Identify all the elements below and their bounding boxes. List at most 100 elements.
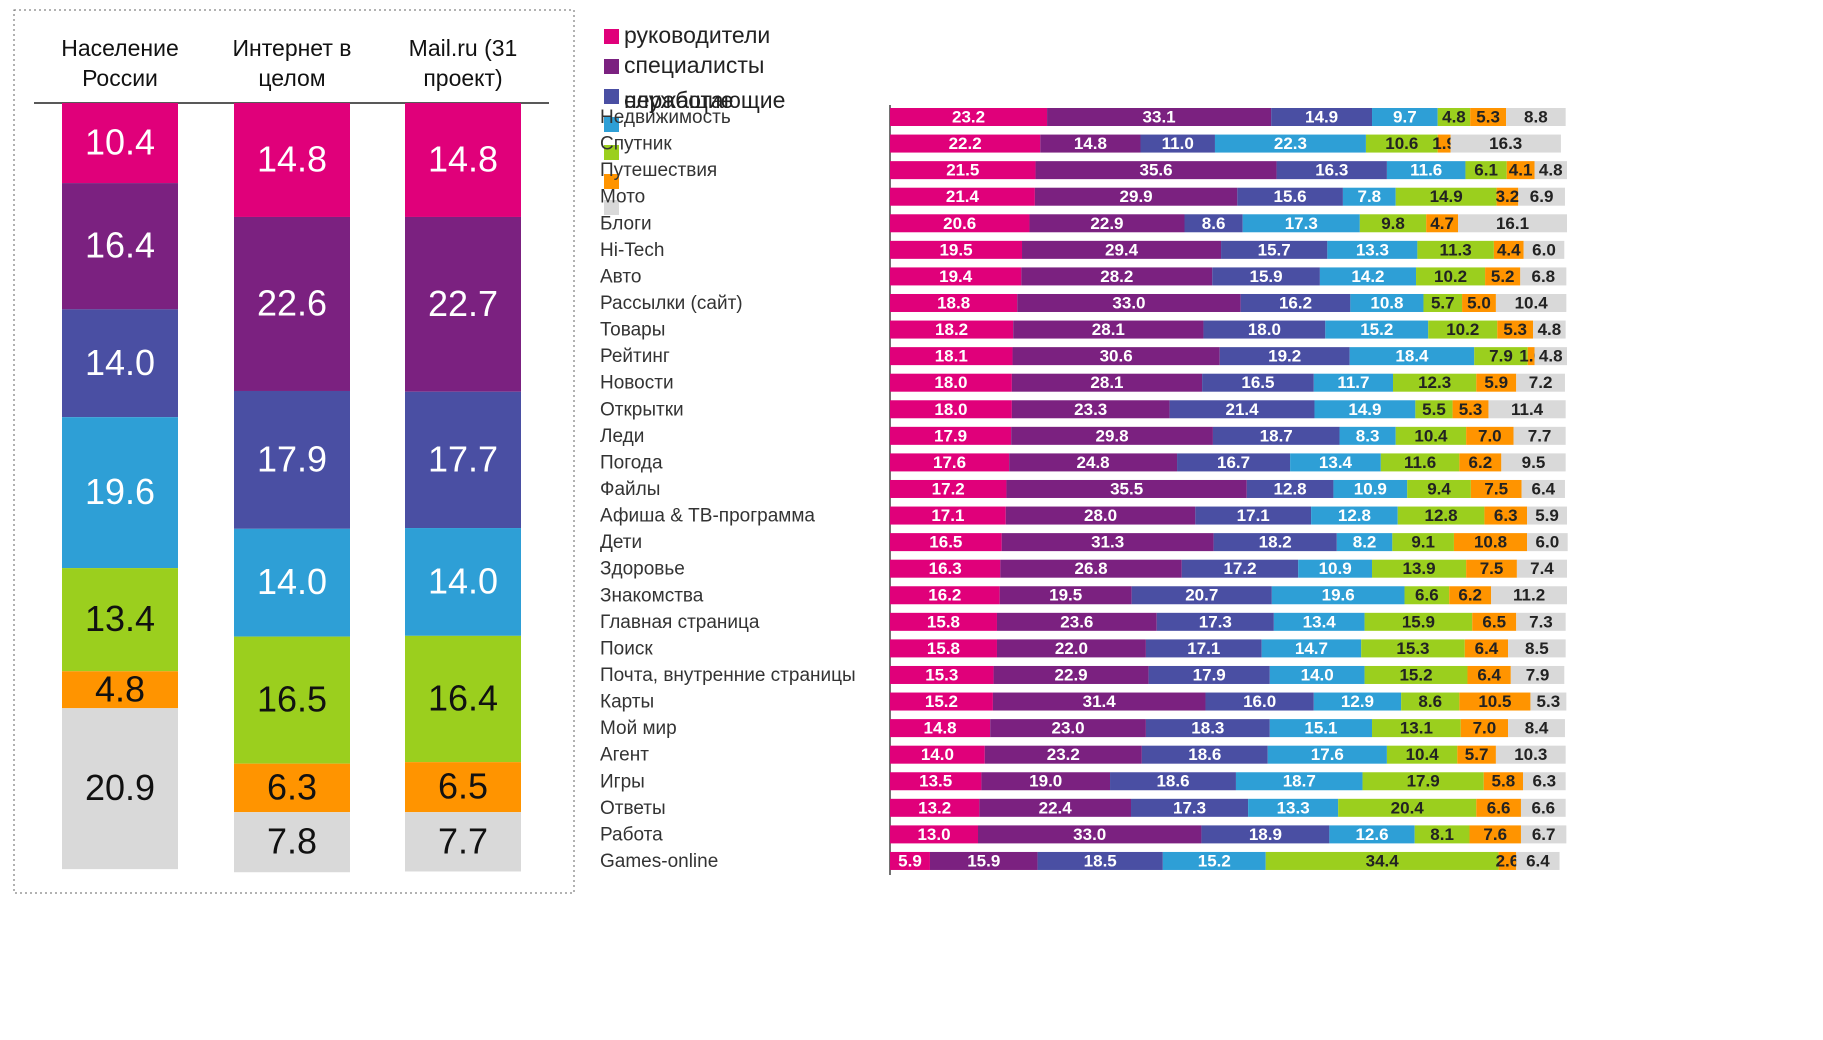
segment <box>1496 187 1519 206</box>
row-label: Файлы <box>600 479 660 500</box>
segment <box>1467 665 1511 684</box>
segment <box>993 665 1149 684</box>
value-label: 18.3 <box>1191 719 1224 738</box>
value-label: 15.2 <box>1360 320 1393 339</box>
value-label: 18.5 <box>1084 851 1117 870</box>
value-label: 15.2 <box>1399 665 1432 684</box>
value-label: 8.8 <box>1524 107 1548 126</box>
segment <box>1466 559 1517 578</box>
row-label: Ответы <box>600 798 666 819</box>
segment <box>1349 347 1475 366</box>
segment <box>1311 506 1398 525</box>
value-label: 26.8 <box>1075 559 1108 578</box>
segment <box>1498 851 1517 870</box>
value-label: 16.2 <box>928 586 961 605</box>
segment <box>990 719 1146 738</box>
segment <box>1201 825 1330 844</box>
value-label: 5.5 <box>1422 400 1446 419</box>
segment <box>1491 586 1567 605</box>
value-label: 18.9 <box>1249 825 1282 844</box>
segment <box>405 635 521 763</box>
value-label: 6.0 <box>1532 240 1556 259</box>
segment <box>1047 108 1272 126</box>
legend-label: руководители <box>624 22 770 48</box>
segment <box>1520 798 1566 817</box>
value-label: 14.8 <box>428 138 498 179</box>
value-label: 35.6 <box>1140 161 1173 180</box>
segment <box>1219 347 1350 366</box>
segment <box>1237 187 1343 206</box>
segment <box>890 692 993 711</box>
segment <box>1407 479 1471 498</box>
segment <box>1393 373 1477 392</box>
value-label: 10.9 <box>1319 559 1352 578</box>
segment <box>1495 293 1567 312</box>
segment <box>1449 586 1492 605</box>
segment <box>1169 400 1315 419</box>
segment <box>1518 187 1565 206</box>
segment <box>1527 506 1567 525</box>
value-label: 10.2 <box>1446 320 1479 339</box>
value-label: 17.3 <box>1173 798 1206 817</box>
value-label: 10.4 <box>1515 293 1549 312</box>
segment <box>1513 426 1566 445</box>
value-label: 6.4 <box>1526 851 1550 870</box>
value-label: 29.9 <box>1120 187 1153 206</box>
segment <box>1527 533 1568 552</box>
segment <box>1212 426 1340 445</box>
value-label: 18.4 <box>1395 347 1429 366</box>
value-label: 16.5 <box>929 533 962 552</box>
value-label: 10.9 <box>1354 479 1387 498</box>
value-label: 16.5 <box>1241 373 1274 392</box>
segment <box>1462 293 1496 312</box>
value-label: 22.4 <box>1039 798 1073 817</box>
value-label: 16.1 <box>1496 214 1529 233</box>
value-label: 11.2 <box>1513 586 1545 605</box>
segment <box>1380 453 1460 472</box>
segment <box>1022 240 1222 259</box>
row-label: Главная страница <box>600 612 760 633</box>
segment <box>62 708 178 870</box>
value-label: 21.4 <box>1225 400 1259 419</box>
value-label: 17.9 <box>1407 772 1440 791</box>
value-label: 29.8 <box>1096 426 1129 445</box>
value-label: 4.8 <box>1538 320 1562 339</box>
segment <box>1181 559 1299 578</box>
segment <box>1453 533 1528 552</box>
value-label: 13.2 <box>918 798 951 817</box>
legend-swatch <box>604 174 619 189</box>
segment <box>1428 320 1498 339</box>
value-label: 7.5 <box>1484 479 1508 498</box>
value-label: 13.4 <box>1319 453 1353 472</box>
value-label: 12.8 <box>1425 506 1458 525</box>
value-label: 10.4 <box>1414 426 1448 445</box>
segment <box>1333 479 1408 498</box>
value-label: 33.0 <box>1112 293 1145 312</box>
segment <box>978 825 1202 844</box>
row-label: Рейтинг <box>600 346 670 367</box>
segment <box>1521 479 1565 498</box>
segment <box>1365 134 1438 153</box>
segment <box>890 347 1013 366</box>
segment <box>890 745 985 764</box>
value-label: 18.0 <box>934 400 967 419</box>
segment <box>1246 479 1334 498</box>
segment <box>890 612 997 631</box>
segment <box>1269 719 1373 738</box>
segment <box>1313 373 1394 392</box>
value-label: 9.5 <box>1522 453 1546 472</box>
segment <box>996 612 1157 631</box>
value-label: 12.8 <box>1338 506 1371 525</box>
segment <box>1336 533 1393 552</box>
row-label: Hi-Tech <box>600 240 664 261</box>
column-header: Mail.ru (31 проект) <box>408 35 518 91</box>
segment <box>1483 772 1523 791</box>
segment <box>1534 161 1567 180</box>
segment <box>234 636 350 764</box>
segment <box>1458 214 1567 233</box>
value-label: 33.1 <box>1143 107 1176 126</box>
segment <box>1021 267 1213 286</box>
value-label: 4.8 <box>1539 161 1563 180</box>
segment <box>890 665 994 684</box>
segment <box>890 187 1035 206</box>
